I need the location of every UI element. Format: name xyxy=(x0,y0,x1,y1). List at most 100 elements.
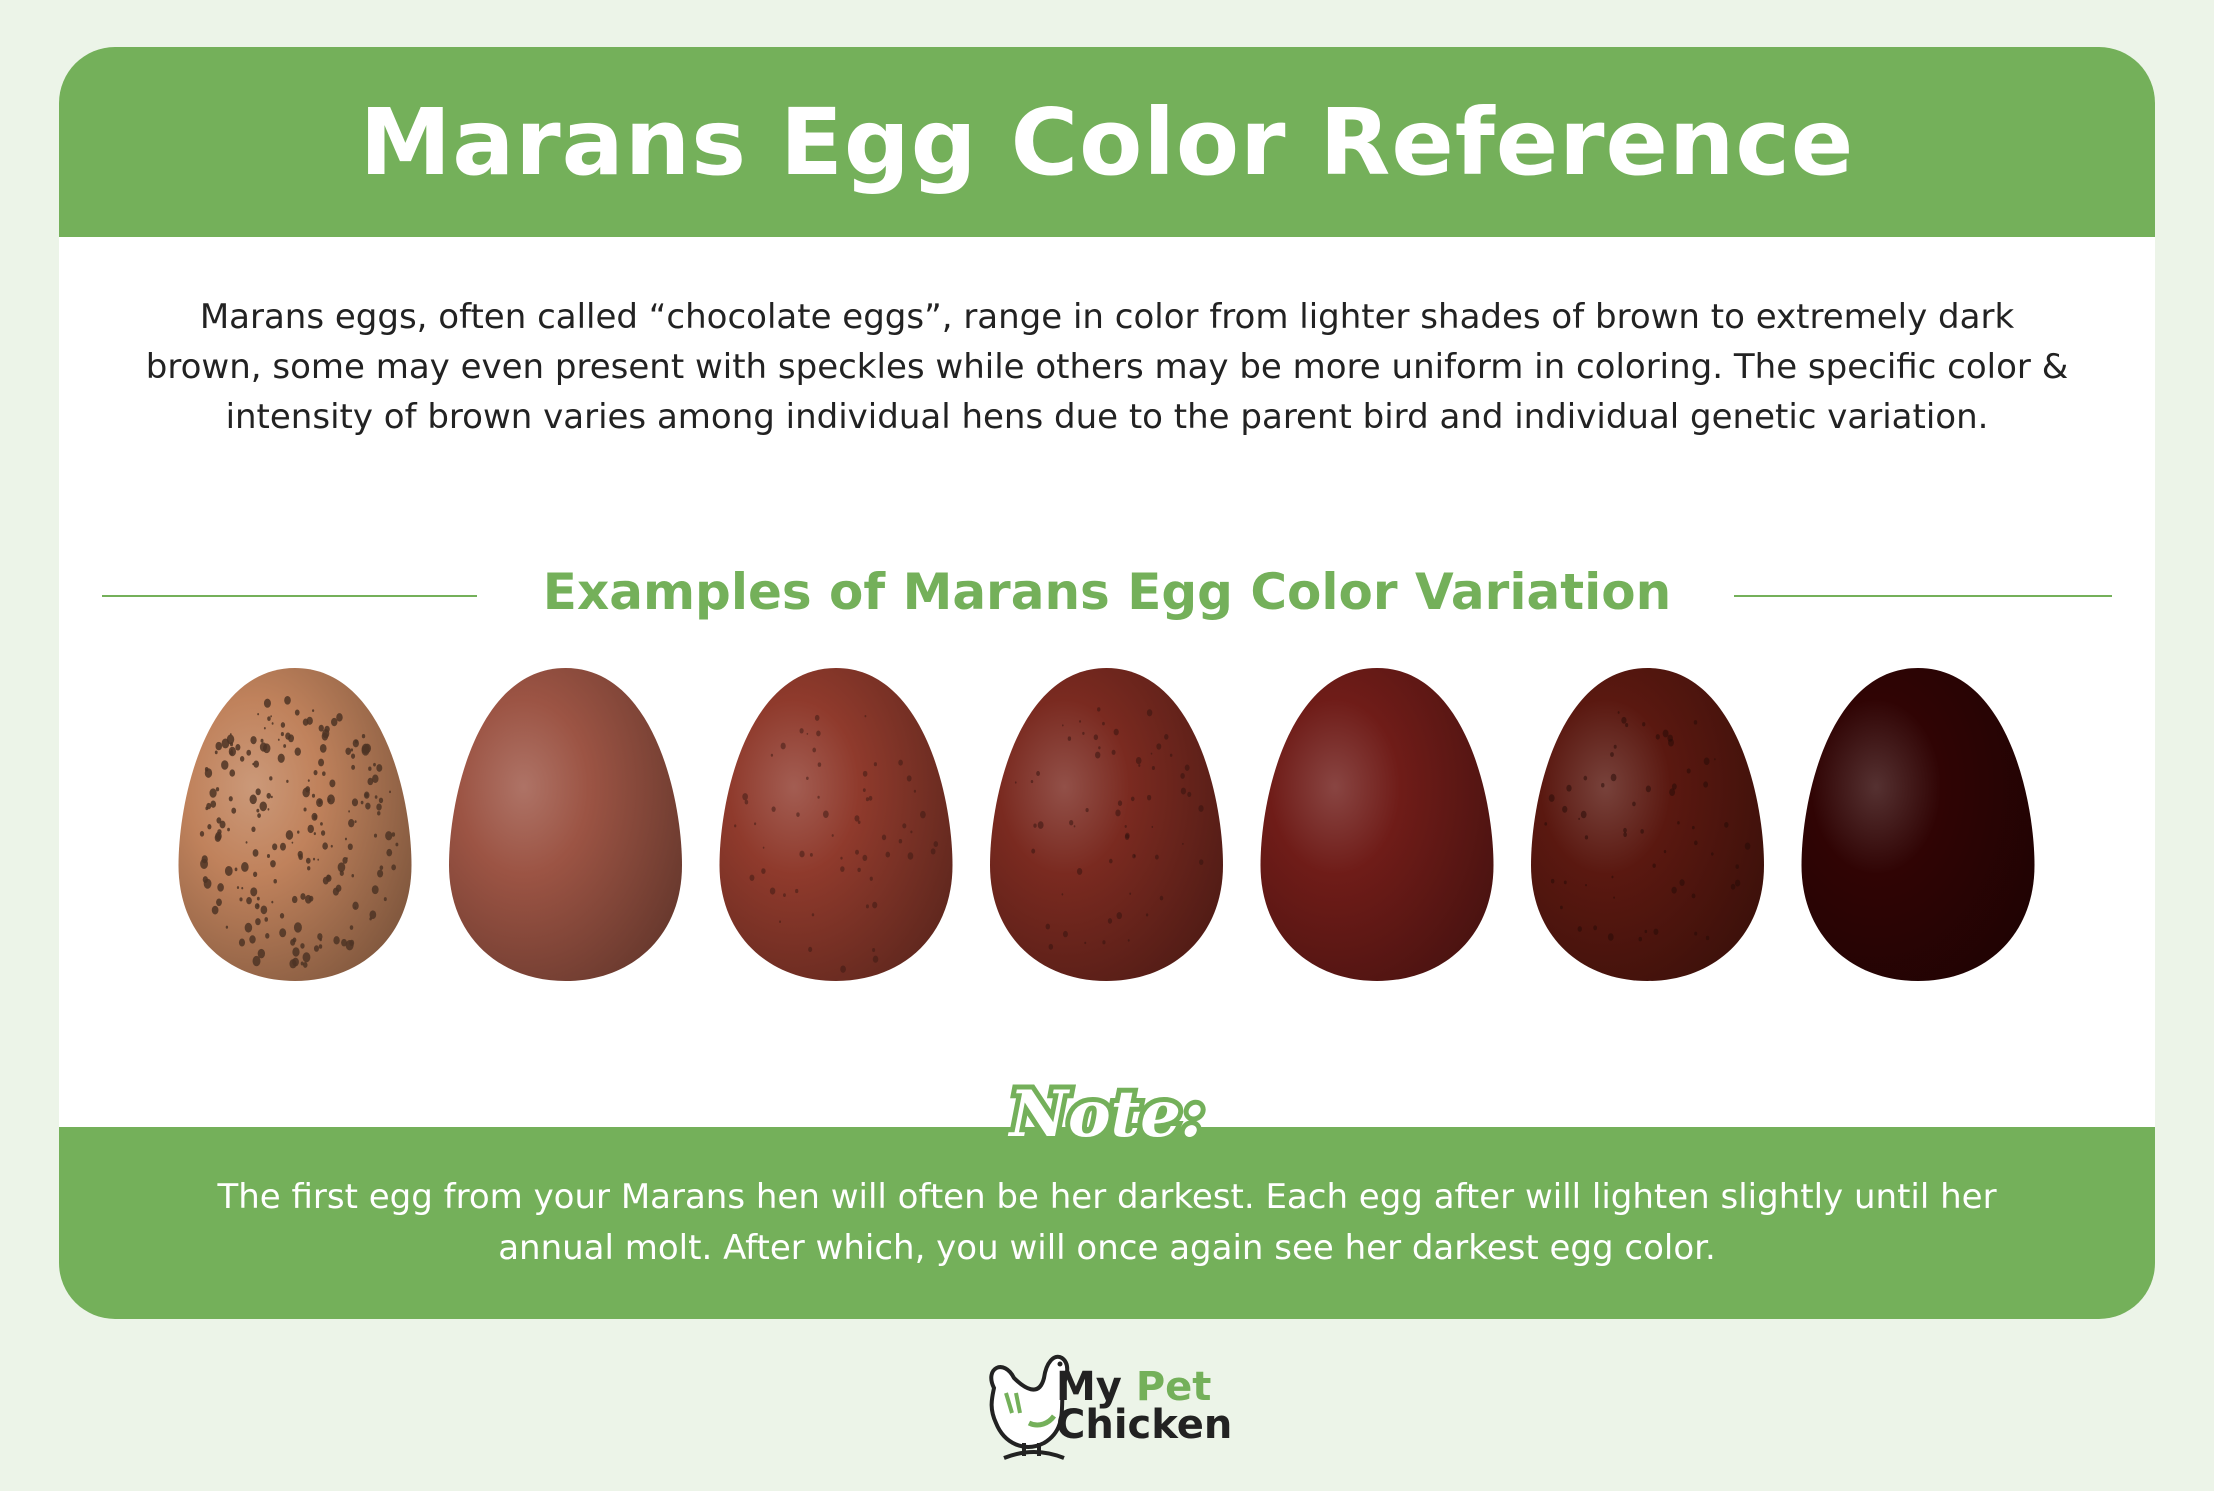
speckle xyxy=(311,812,318,821)
speckle xyxy=(297,830,300,834)
speckle xyxy=(1601,782,1605,788)
speckle xyxy=(368,766,372,771)
speckle xyxy=(318,944,323,949)
speckle xyxy=(734,824,737,828)
speckle xyxy=(1033,823,1037,828)
speckle xyxy=(245,841,248,844)
speckle xyxy=(1151,825,1154,829)
speckle xyxy=(742,793,748,801)
egg-2 xyxy=(449,668,682,981)
speckle xyxy=(872,955,879,963)
speckle xyxy=(317,933,323,940)
egg-5 xyxy=(1260,668,1494,981)
speckle xyxy=(318,724,324,732)
speckle xyxy=(270,860,276,868)
speckle xyxy=(322,771,326,776)
speckle xyxy=(300,943,305,949)
speckle xyxy=(1116,912,1122,920)
speckle xyxy=(199,831,205,837)
speckle xyxy=(1145,913,1149,917)
speckle xyxy=(1198,805,1204,812)
speckle xyxy=(1187,791,1192,798)
speckle xyxy=(1135,756,1142,765)
speckle xyxy=(270,795,273,799)
speckle xyxy=(898,759,903,766)
speckle xyxy=(754,822,757,826)
speckle xyxy=(771,806,776,812)
speckle xyxy=(395,842,399,847)
speckle xyxy=(1036,771,1040,776)
speckle xyxy=(351,798,359,807)
speckle xyxy=(1563,880,1567,885)
speckle xyxy=(214,750,218,755)
speckle xyxy=(351,874,355,878)
speckle xyxy=(267,716,271,721)
egg-4 xyxy=(990,668,1223,981)
speckle xyxy=(210,800,217,808)
speckle xyxy=(1724,822,1729,828)
speckle xyxy=(228,746,237,757)
speckle xyxy=(300,961,304,966)
speckle xyxy=(812,747,817,753)
speckle xyxy=(249,935,256,944)
speckle xyxy=(1037,821,1044,829)
speckle xyxy=(1062,930,1068,938)
speckle xyxy=(363,791,370,799)
speckle xyxy=(907,852,914,860)
speckle xyxy=(279,928,287,938)
speckle xyxy=(872,901,878,909)
speckle xyxy=(862,770,868,777)
speckle xyxy=(361,733,366,739)
speckle xyxy=(335,884,342,892)
speckle xyxy=(336,713,343,722)
speckle xyxy=(327,798,331,803)
speckle xyxy=(239,897,243,902)
speckle xyxy=(1548,794,1555,802)
speckle xyxy=(239,755,245,762)
speckle xyxy=(253,760,260,768)
speckle xyxy=(1115,809,1121,817)
speckle xyxy=(1735,864,1739,869)
speckle xyxy=(376,803,382,811)
speckle xyxy=(872,947,876,953)
speckle xyxy=(256,896,260,901)
speckle xyxy=(285,732,291,740)
speckle xyxy=(1107,918,1113,924)
speckle xyxy=(1585,884,1587,887)
speckle xyxy=(1705,935,1710,941)
speckle xyxy=(1644,929,1648,934)
speckle xyxy=(391,864,396,871)
egg-3 xyxy=(719,668,953,981)
speckle xyxy=(249,794,257,805)
speckle xyxy=(371,885,379,895)
speckle xyxy=(1132,853,1136,859)
egg-1 xyxy=(178,668,412,981)
speckle xyxy=(234,867,238,872)
speckle xyxy=(811,913,815,917)
speckle xyxy=(202,876,208,883)
speckle xyxy=(1694,931,1698,936)
speckle xyxy=(1730,883,1736,890)
speckle xyxy=(1093,734,1099,741)
speckle xyxy=(285,830,294,840)
speckle xyxy=(271,722,274,725)
logo-pet: Pet xyxy=(1135,1364,1212,1410)
speckle xyxy=(348,810,350,813)
speckle xyxy=(313,770,318,776)
divider-left xyxy=(102,595,477,597)
speckle xyxy=(351,764,356,770)
speckle xyxy=(831,834,834,837)
speckle xyxy=(906,775,912,782)
speckle xyxy=(1102,721,1105,726)
speckle xyxy=(303,807,307,812)
speckle xyxy=(865,904,869,909)
speckle xyxy=(1124,834,1130,840)
speckle xyxy=(1655,734,1660,740)
speckle xyxy=(256,904,260,908)
speckle xyxy=(762,846,765,849)
speckle xyxy=(303,961,308,968)
speckle xyxy=(207,824,212,830)
speckle xyxy=(215,787,220,792)
speckle xyxy=(230,748,233,752)
speckle xyxy=(1560,905,1563,910)
